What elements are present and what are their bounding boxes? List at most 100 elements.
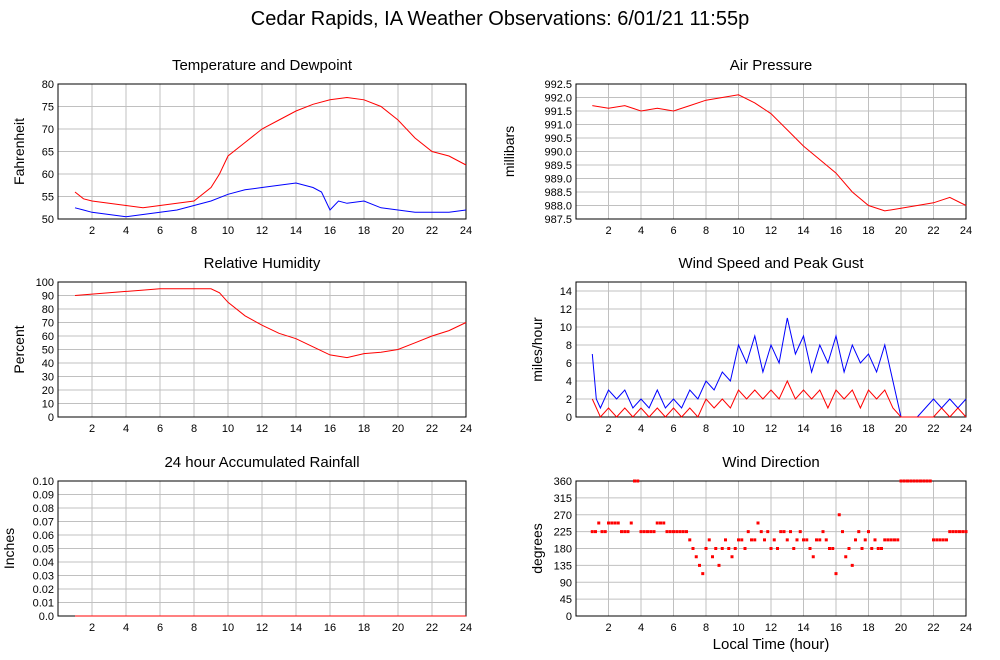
y-tick-label: 14 bbox=[560, 286, 572, 298]
data-point bbox=[915, 479, 919, 483]
y-tick-label: 60 bbox=[42, 331, 54, 343]
data-point bbox=[717, 563, 721, 567]
x-tick-label: 2 bbox=[89, 225, 95, 237]
series-line-0 bbox=[74, 96, 467, 209]
series-line-1 bbox=[591, 379, 967, 418]
data-point bbox=[737, 538, 740, 542]
y-tick-label: 0.04 bbox=[33, 557, 54, 569]
x-tick-label: 16 bbox=[324, 225, 336, 237]
y-tick-label: 0 bbox=[566, 412, 572, 424]
data-point bbox=[779, 530, 783, 534]
data-point bbox=[701, 572, 705, 576]
data-point bbox=[938, 538, 942, 542]
y-tick-label: 0.01 bbox=[33, 598, 54, 610]
data-point bbox=[753, 538, 757, 542]
y-axis-label: Inches bbox=[1, 528, 17, 569]
y-tick-label: 315 bbox=[554, 493, 572, 505]
x-tick-label: 4 bbox=[123, 423, 129, 435]
y-tick-label: 50 bbox=[42, 345, 54, 357]
data-point bbox=[772, 538, 776, 542]
series-line-1 bbox=[74, 182, 467, 218]
x-tick-label: 6 bbox=[157, 622, 163, 634]
data-point bbox=[958, 530, 961, 534]
data-point bbox=[785, 538, 789, 542]
x-tick-label: 24 bbox=[460, 622, 472, 634]
data-point bbox=[863, 538, 867, 542]
data-point bbox=[766, 530, 770, 534]
x-tick-label: 24 bbox=[460, 423, 472, 435]
data-point bbox=[636, 479, 640, 483]
data-point bbox=[694, 555, 698, 559]
data-point bbox=[893, 538, 896, 542]
data-point bbox=[626, 530, 630, 534]
data-point bbox=[792, 547, 796, 550]
data-point bbox=[831, 547, 835, 550]
data-point bbox=[928, 479, 932, 483]
y-tick-label: 90 bbox=[560, 577, 572, 589]
y-tick-label: 0.07 bbox=[33, 517, 54, 529]
x-tick-label: 12 bbox=[256, 622, 268, 634]
x-axis-title: Local Time (hour) bbox=[712, 636, 830, 653]
y-tick-label: 989.0 bbox=[544, 174, 572, 186]
data-point bbox=[740, 538, 744, 542]
data-point bbox=[691, 547, 695, 550]
x-tick-label: 4 bbox=[123, 225, 129, 237]
data-point bbox=[850, 563, 854, 567]
y-tick-label: 60 bbox=[42, 169, 54, 181]
data-point bbox=[639, 530, 643, 534]
x-tick-label: 24 bbox=[960, 622, 972, 634]
data-point bbox=[873, 538, 877, 542]
x-tick-label: 12 bbox=[256, 423, 268, 435]
data-point bbox=[867, 530, 870, 534]
data-point bbox=[805, 538, 809, 542]
data-point bbox=[659, 521, 662, 525]
data-point bbox=[594, 530, 597, 534]
y-tick-label: 40 bbox=[42, 358, 54, 370]
data-point bbox=[681, 530, 685, 534]
x-tick-label: 2 bbox=[605, 622, 611, 634]
data-point bbox=[724, 538, 727, 542]
chart-title: Wind Direction bbox=[722, 454, 820, 471]
data-point bbox=[961, 530, 965, 534]
x-tick-label: 2 bbox=[605, 225, 611, 237]
y-tick-label: 0.09 bbox=[33, 490, 54, 502]
data-point bbox=[919, 479, 922, 483]
x-tick-label: 24 bbox=[460, 225, 472, 237]
x-tick-label: 8 bbox=[703, 622, 709, 634]
data-point bbox=[750, 538, 753, 542]
plot-frame bbox=[57, 281, 467, 418]
x-tick-label: 6 bbox=[670, 225, 676, 237]
x-tick-label: 14 bbox=[290, 423, 302, 435]
x-tick-label: 16 bbox=[324, 622, 336, 634]
data-point bbox=[912, 479, 916, 483]
series-line-0 bbox=[592, 94, 967, 212]
data-point bbox=[902, 479, 906, 483]
y-tick-label: 990.0 bbox=[544, 147, 572, 159]
x-tick-label: 2 bbox=[89, 423, 95, 435]
x-tick-label: 4 bbox=[638, 622, 644, 634]
data-point bbox=[802, 538, 805, 542]
plot-frame bbox=[57, 83, 467, 220]
y-tick-label: 90 bbox=[42, 291, 54, 303]
x-tick-label: 24 bbox=[960, 225, 972, 237]
y-tick-label: 6 bbox=[566, 358, 572, 370]
data-point bbox=[935, 538, 939, 542]
data-point bbox=[678, 530, 682, 534]
data-point bbox=[623, 530, 627, 534]
y-tick-label: 0.0 bbox=[39, 611, 54, 623]
y-tick-label: 988.0 bbox=[544, 201, 572, 213]
x-tick-label: 6 bbox=[157, 225, 163, 237]
y-tick-label: 30 bbox=[42, 372, 54, 384]
data-point bbox=[759, 530, 763, 534]
data-point bbox=[834, 572, 838, 576]
y-tick-label: 225 bbox=[554, 527, 572, 539]
y-tick-label: 55 bbox=[42, 192, 54, 204]
x-tick-label: 16 bbox=[830, 225, 842, 237]
x-tick-label: 14 bbox=[797, 225, 809, 237]
x-tick-label: 6 bbox=[157, 423, 163, 435]
data-point bbox=[841, 530, 844, 534]
y-tick-label: 0.03 bbox=[33, 571, 54, 583]
